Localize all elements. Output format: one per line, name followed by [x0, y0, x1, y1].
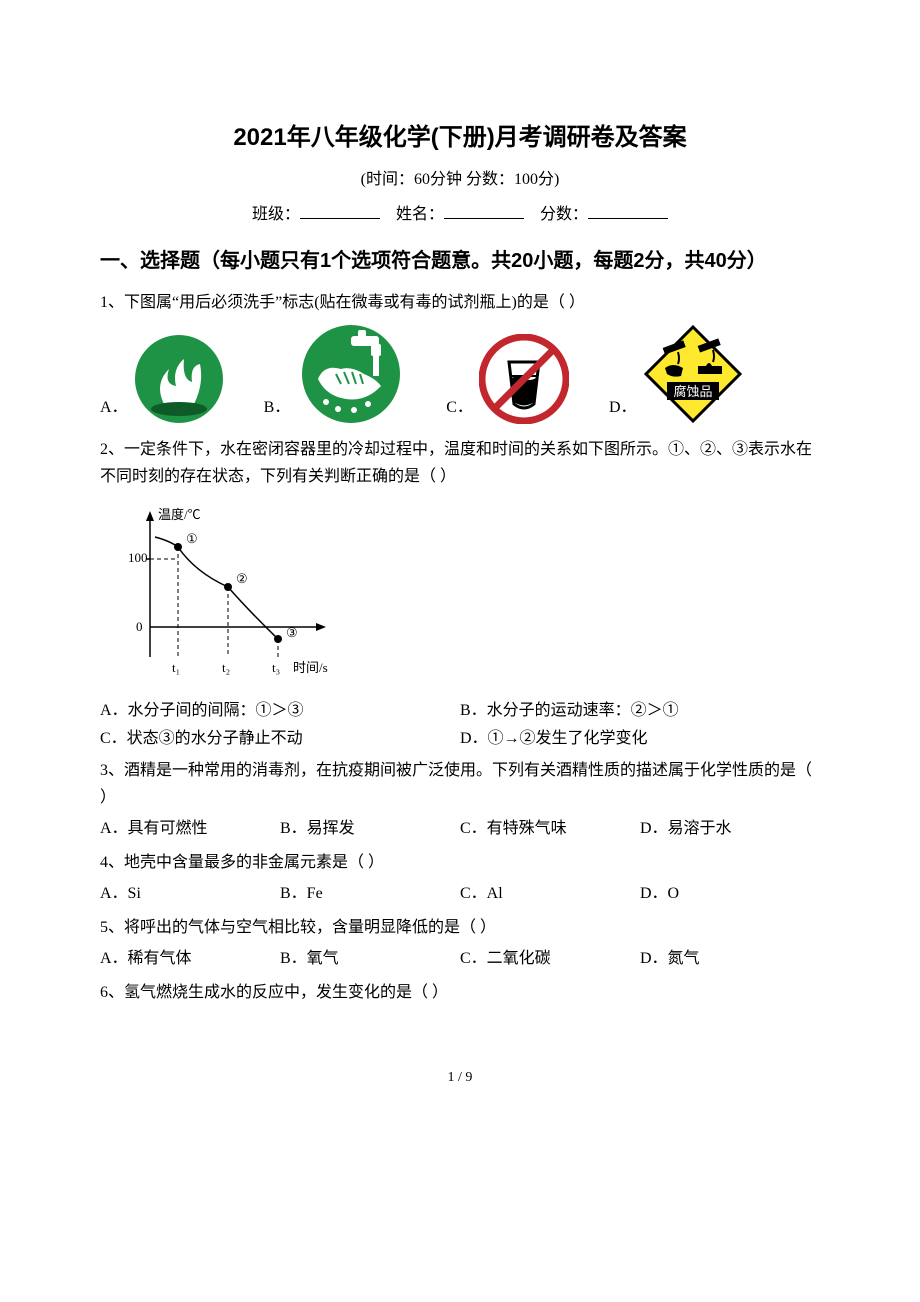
page-number: 1 / 9	[100, 1067, 820, 1088]
section-1-heading: 一、选择题（每小题只有1个选项符合题意。共20小题，每题2分，共40分）	[100, 243, 820, 279]
q5-stem: 5、将呼出的气体与空气相比较，含量明显降低的是（ ）	[100, 914, 820, 941]
score-blank	[588, 202, 668, 219]
q2-opt-b: B．水分子的运动速率：②＞①	[460, 699, 820, 723]
q3-opt-a: A．具有可燃性	[100, 817, 280, 841]
q4-opt-c: C．Al	[460, 882, 640, 906]
q1-opt-b: B．	[264, 324, 407, 424]
q1-opt-c: C．	[446, 334, 569, 424]
q5-options: A．稀有气体 B．氧气 C．二氧化碳 D．氮气	[100, 947, 820, 971]
student-info-line: 班级： 姓名： 分数：	[100, 202, 820, 227]
q1-opt-b-label: B．	[264, 396, 291, 424]
q2-opt-c: C．状态③的水分子静止不动	[100, 727, 460, 751]
q6-stem: 6、氢气燃烧生成水的反应中，发生变化的是（ ）	[100, 979, 820, 1006]
class-blank	[300, 202, 380, 219]
q4-opt-a: A．Si	[100, 882, 280, 906]
q2-xtick-t3: t₃	[272, 660, 280, 675]
q1-opt-c-label: C．	[446, 396, 473, 424]
name-label: 姓名：	[396, 206, 444, 223]
q2-options-row2: C．状态③的水分子静止不动 D．①→②发生了化学变化	[100, 727, 820, 751]
score-label: 分数：	[540, 206, 588, 223]
q3-opt-b: B．易挥发	[280, 817, 460, 841]
q5-opt-b: B．氧气	[280, 947, 460, 971]
q2-opt-d: D．①→②发生了化学变化	[460, 727, 820, 751]
name-blank	[444, 202, 524, 219]
page-title: 2021年八年级化学(下册)月考调研卷及答案	[100, 120, 820, 156]
q2-ytick-100: 100	[128, 550, 148, 565]
q3-opt-d: D．易溶于水	[640, 817, 820, 841]
svg-text:腐蚀品: 腐蚀品	[673, 384, 712, 399]
q4-stem: 4、地壳中含量最多的非金属元素是（ ）	[100, 849, 820, 876]
q2-stem: 2、一定条件下，水在密闭容器里的冷却过程中，温度和时间的关系如下图所示。①、②、…	[100, 436, 820, 490]
q2-ylabel: 温度/℃	[158, 507, 201, 522]
q1-options: A． B．	[100, 324, 820, 424]
q2-opt-a: A．水分子间的间隔：①＞③	[100, 699, 460, 723]
q5-opt-d: D．氮气	[640, 947, 820, 971]
q5-opt-c: C．二氧化碳	[460, 947, 640, 971]
q5-opt-a: A．稀有气体	[100, 947, 280, 971]
q3-stem: 3、酒精是一种常用的消毒剂，在抗疫期间被广泛使用。下列有关酒精性质的描述属于化学…	[100, 757, 820, 811]
q2-xtick-t1: t₁	[172, 660, 180, 675]
q1-opt-a-label: A．	[100, 396, 128, 424]
q2-ytick-0: 0	[136, 619, 143, 634]
q1-opt-a: A．	[100, 334, 224, 424]
q1-opt-d-label: D．	[609, 396, 637, 424]
svg-text:②: ②	[236, 571, 248, 586]
no-drink-icon	[479, 334, 569, 424]
q4-opt-b: B．Fe	[280, 882, 460, 906]
q3-options: A．具有可燃性 B．易挥发 C．有特殊气味 D．易溶于水	[100, 817, 820, 841]
corrosive-icon: 腐蚀品 腐蚀品	[643, 324, 743, 424]
q2-chart: 100 0 温度/℃ 时间/s t₁ t₂ t₃ ① ② ③	[100, 497, 820, 695]
q3-opt-c: C．有特殊气味	[460, 817, 640, 841]
q1-stem: 1、下图属“用后必须洗手”标志(贴在微毒或有毒的试剂瓶上)的是（ ）	[100, 289, 820, 316]
q4-opt-d: D．O	[640, 882, 820, 906]
q2-xlabel: 时间/s	[293, 660, 328, 675]
svg-text:①: ①	[186, 531, 198, 546]
svg-text:③: ③	[286, 625, 298, 640]
q4-options: A．Si B．Fe C．Al D．O	[100, 882, 820, 906]
q2-xtick-t2: t₂	[222, 660, 230, 675]
wash-hands-icon	[296, 324, 406, 424]
exam-subtitle: (时间：60分钟 分数：100分)	[100, 168, 820, 192]
q1-opt-d: D． 腐蚀品 腐蚀品	[609, 324, 743, 424]
class-label: 班级：	[252, 206, 300, 223]
q2-options-row1: A．水分子间的间隔：①＞③ B．水分子的运动速率：②＞①	[100, 699, 820, 723]
burning-item-icon	[134, 334, 224, 424]
